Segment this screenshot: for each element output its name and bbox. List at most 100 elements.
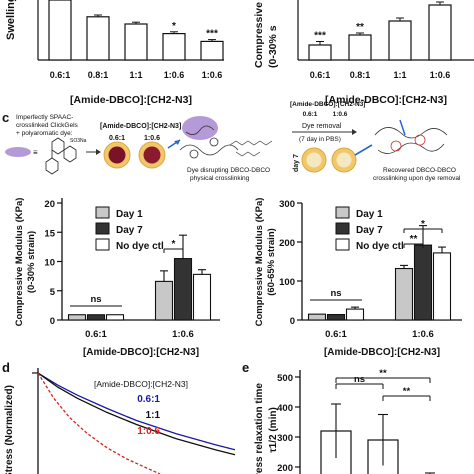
- legend-label: Day 1: [116, 209, 143, 220]
- series-line: [37, 372, 236, 456]
- panel-c-letter: c: [2, 110, 9, 125]
- legend-label: Day 1: [356, 209, 383, 220]
- d-legend-1: 0.6:1: [137, 394, 160, 405]
- a-bar: [48, 0, 72, 61]
- sig-label: **: [379, 368, 387, 379]
- legend-swatch: [335, 222, 350, 235]
- a-tick-label: 1:1: [129, 70, 142, 80]
- schematic-note-3: + polyaromatic dye:: [16, 130, 73, 137]
- panel-c-right-chart: 0 100 200 300 ns *** Day 1 Day 7 No dye ctl 0.…: [254, 198, 462, 358]
- b-tick-label: 0.8:1: [350, 70, 371, 80]
- sig-label: ns: [354, 374, 365, 385]
- a-tick-label: 0.6:1: [50, 70, 71, 80]
- sig-label: **: [410, 234, 418, 245]
- panel-d-ylabel: Stress (Normalized): [4, 385, 15, 474]
- panel-b-ylabel-2: (0-30% s: [267, 25, 279, 68]
- y-tick-label: 100: [279, 277, 295, 288]
- bar: [86, 314, 106, 321]
- c-right-ylabel-1: Compressive Modulus (KPa): [254, 198, 265, 327]
- bar: [413, 244, 433, 321]
- legend-swatch: [95, 238, 110, 251]
- a-sig-label: ***: [206, 29, 218, 40]
- a-bar: [86, 16, 110, 61]
- series-line: [37, 372, 236, 451]
- panel-b-ylabel: Compressive M: [253, 0, 265, 68]
- y-tick-label: 0: [50, 316, 55, 327]
- b-tick-label: 1:0.6: [430, 70, 451, 80]
- schematic-ratio-4: 1:0.6: [333, 111, 348, 118]
- panel-a: **** 0.6:1 0.8:1 1:1 1:0.6 1:0.6 Swelling [A…: [5, 0, 224, 106]
- polymer-network-icon: [179, 116, 239, 159]
- legend-swatch: [335, 206, 350, 219]
- schematic-ratio-header-2: [Amide-DBCO]:[CH2-N3]: [290, 101, 365, 108]
- y-tick-label: 400: [277, 403, 293, 414]
- dye-note-1: Dye disrupting DBCO-DBCO: [187, 167, 270, 174]
- bar: [307, 313, 327, 321]
- x-tick-label: 0.6:1: [85, 329, 107, 340]
- b-bar: [308, 44, 332, 61]
- legend-swatch: [95, 206, 110, 219]
- series-line: [37, 372, 161, 474]
- recovered-note-1: Recovered DBCO-DBCO: [383, 167, 456, 174]
- a-sig-label: *: [172, 21, 176, 32]
- x-tick-label: 1:0.6: [172, 329, 194, 340]
- bar: [326, 313, 346, 321]
- c-right-xlabel: [Amide-DBCO]:[CH2-N3]: [324, 347, 440, 358]
- bar: [394, 267, 414, 321]
- b-bar: [428, 4, 452, 61]
- dye-removal-label: Dye removal: [302, 123, 342, 130]
- c-left-ylabel-2: (0-30% strain): [26, 231, 37, 293]
- sig-label: *: [172, 239, 176, 250]
- y-tick-label: 300: [279, 199, 295, 210]
- sig-label: ns: [330, 288, 341, 299]
- legend-swatch: [95, 222, 110, 235]
- panel-d-chart: d Stress (Normalized) [Amide-DBCO]:[CH2-…: [2, 360, 236, 474]
- panel-e-chart: e 200 300 400 500 ns ** ** ress relaxation ti…: [242, 360, 435, 474]
- schematic-ratio-header: [Amide-DBCO]:[CH2-N3]: [100, 123, 181, 130]
- y-tick-label: 500: [277, 373, 293, 384]
- a-bar: [124, 23, 148, 61]
- bar: [67, 314, 87, 321]
- dye-removal-sub: (7 day in PBS): [299, 136, 341, 143]
- sig-label: ns: [90, 294, 101, 305]
- panel-b: ***** 0.6:1 0.8:1 1:1 1:0.6 Compressive M (…: [253, 0, 474, 106]
- dye-note-2: physical crosslinking: [190, 175, 250, 182]
- a-tick-label: 0.8:1: [88, 70, 109, 80]
- legend-label: No dye ctl: [116, 241, 164, 252]
- x-tick-label: 0.6:1: [325, 329, 347, 340]
- panel-a-ylabel: Swelling: [5, 0, 17, 40]
- schematic-ratio-1: 0.6:1: [109, 135, 125, 142]
- bar: [105, 314, 125, 321]
- y-tick-label: 15: [44, 228, 55, 239]
- y-tick-label: 20: [44, 199, 55, 210]
- legend-label: No dye ctl: [356, 241, 404, 252]
- y-tick-label: 5: [50, 287, 56, 298]
- schematic-note-1: Imperfectly SPAAC-: [16, 114, 73, 121]
- d-legend-title: [Amide-DBCO]:[CH2-N3]: [94, 379, 188, 389]
- a-tick-label: 1:0.6: [164, 70, 185, 80]
- y-tick-label: 200: [277, 463, 293, 474]
- schematic-ratio-2: 1:0.6: [144, 135, 160, 142]
- b-sig-label: **: [356, 22, 364, 33]
- equals-sign: ≡: [33, 148, 38, 157]
- d-legend-3: 1:0.6: [137, 426, 160, 437]
- panel-c-schematic: c Imperfectly SPAAC- crosslinked ClickGe…: [2, 101, 461, 182]
- y-tick-label: 300: [277, 433, 293, 444]
- panel-b-xlabel: [Amide-DBCO]:[CH2-N3]: [325, 94, 447, 106]
- bar: [432, 252, 452, 321]
- panel-c-left-chart: 0 5 10 15 20 ns * Day 1 Day 7 No dye ctl 0.6:1 1…: [14, 198, 220, 358]
- y-tick-label: 0: [290, 316, 295, 327]
- panel-e-letter: e: [242, 360, 249, 375]
- c-left-ylabel-1: Compressive Modulus (KPa): [14, 198, 25, 327]
- so3na-label: SO3Na: [70, 138, 87, 144]
- panel-e-ylabel-1: ress relaxation time: [254, 383, 265, 474]
- legend-label: Day 7: [356, 225, 383, 236]
- dye-blob-icon: [5, 147, 31, 157]
- bar: [192, 273, 212, 321]
- b-bar: [348, 34, 372, 61]
- a-bar: [162, 32, 186, 61]
- legend-swatch: [335, 238, 350, 251]
- legend-label: Day 7: [116, 225, 143, 236]
- panel-e-ylabel-2: τ1/2 (min): [268, 407, 279, 453]
